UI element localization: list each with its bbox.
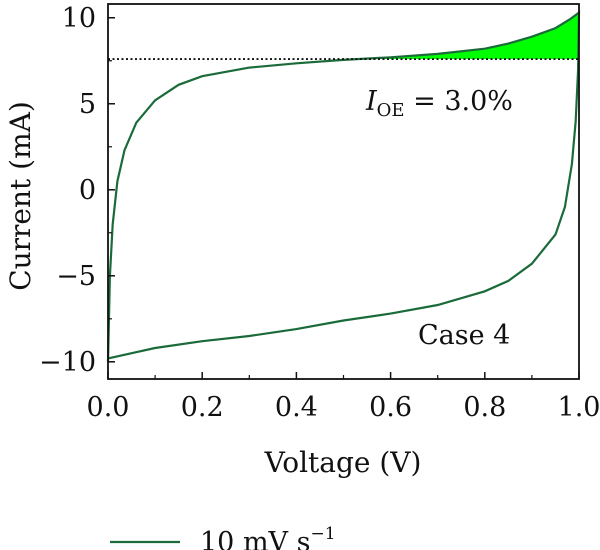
overcharge-fill-area	[359, 12, 579, 60]
y-tick-label: 0	[79, 175, 96, 206]
y-tick-label: 5	[79, 89, 96, 120]
y-tick-label: −10	[39, 347, 96, 378]
x-tick-label: 0.8	[463, 392, 506, 423]
legend-superscript: −1	[310, 524, 335, 544]
x-tick-label: 0.6	[369, 392, 412, 423]
legend-label: 10 mV s−1	[200, 524, 336, 550]
x-axis-label: Voltage (V)	[264, 446, 422, 479]
x-tick-label: 0.0	[87, 392, 130, 423]
ioe-subscript: OE	[377, 100, 405, 121]
ioe-symbol: I	[365, 86, 378, 117]
case-label: Case 4	[418, 320, 510, 351]
ioe-annotation: IOE = 3.0%	[365, 86, 513, 121]
x-tick-label: 1.0	[558, 392, 600, 423]
x-tick-label: 0.2	[181, 392, 224, 423]
y-tick-label: 10	[62, 3, 96, 34]
y-axis-ticks: 10 5 0 −5 −10	[39, 3, 115, 378]
ioe-value: = 3.0%	[405, 86, 513, 117]
y-tick-label: −5	[56, 261, 96, 292]
y-axis-label: Current (mA)	[4, 101, 37, 291]
legend-text: 10 mV s	[200, 527, 310, 550]
cv-curve-line	[106, 10, 581, 362]
x-axis-ticks: 0.0 0.2 0.4 0.6 0.8 1.0	[87, 372, 600, 423]
x-tick-label: 0.4	[275, 392, 318, 423]
